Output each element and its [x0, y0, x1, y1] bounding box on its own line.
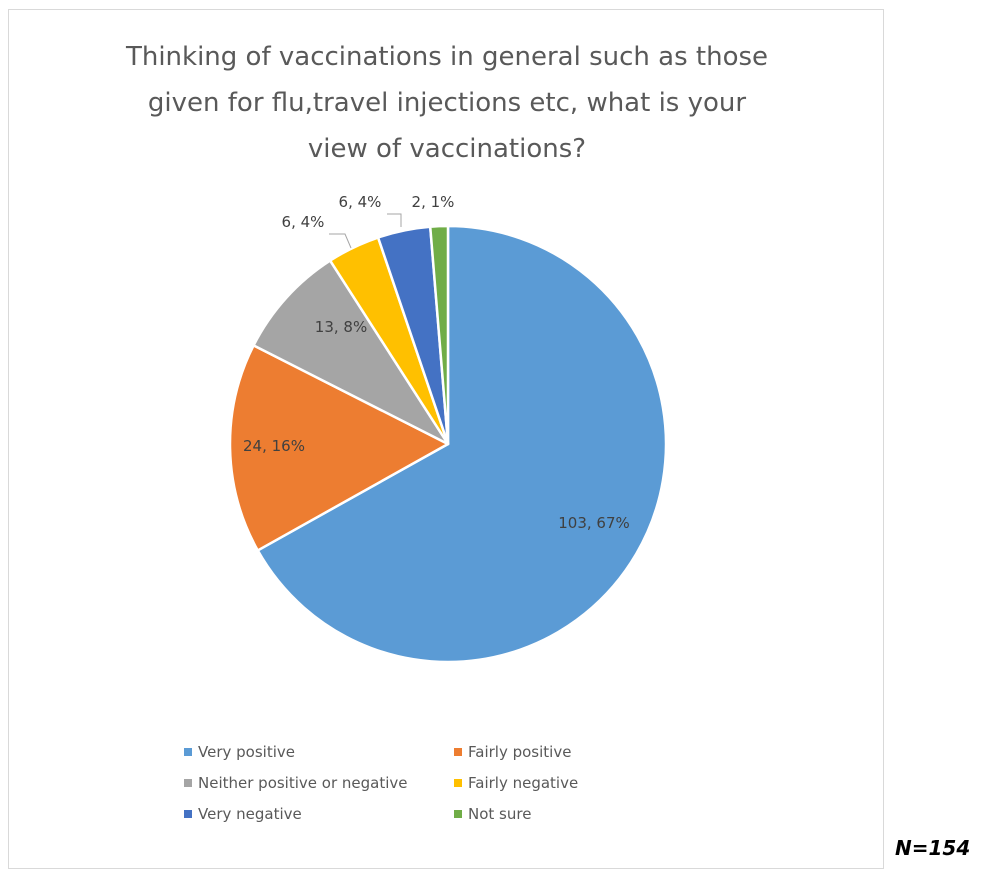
pie-chart: 103, 67% 24, 16% 13, 8% 6, 4% 6, 4% 2, 1% [228, 193, 668, 664]
legend-swatch [454, 779, 462, 787]
data-label-fairly-negative: 6, 4% [282, 213, 325, 231]
legend-swatch [184, 748, 192, 756]
legend-item-very-negative: Very negative [184, 805, 454, 823]
legend-label: Fairly positive [468, 743, 572, 761]
legend-label: Fairly negative [468, 774, 579, 792]
data-label-leader-line [329, 233, 352, 249]
legend-swatch [184, 779, 192, 787]
data-label-fairly-positive: 24, 16% [243, 437, 305, 455]
chart-area: Thinking of vaccinations in general such… [8, 9, 884, 869]
chart-title: Thinking of vaccinations in general such… [9, 34, 885, 172]
chart-legend: Very positive Fairly positive Neither po… [184, 743, 644, 823]
legend-item-neither: Neither positive or negative [184, 774, 454, 792]
data-label-neither-positive-or-negative: 13, 8% [315, 318, 367, 336]
data-label-leader-line [387, 213, 402, 227]
pie-slice-neither-positive-or-negative [252, 259, 450, 446]
legend-item-not-sure: Not sure [454, 805, 644, 823]
legend-item-fairly-negative: Fairly negative [454, 774, 644, 792]
legend-label: Very positive [198, 743, 295, 761]
legend-swatch [454, 810, 462, 818]
chart-title-line-2: given for flu,travel injections etc, wha… [147, 88, 747, 118]
data-label-very-positive: 103, 67% [558, 514, 630, 532]
data-label-very-negative: 6, 4% [339, 193, 382, 211]
legend-item-fairly-positive: Fairly positive [454, 743, 644, 761]
chart-title-line-1: Thinking of vaccinations in general such… [125, 42, 769, 72]
pie-slice-very-positive [256, 224, 668, 664]
legend-label: Very negative [198, 805, 302, 823]
chart-title-line-3: view of vaccinations? [307, 134, 587, 164]
pie-slice-not-sure [428, 224, 450, 446]
legend-item-very-positive: Very positive [184, 743, 454, 761]
pie-slice-fairly-positive [228, 344, 450, 552]
legend-swatch [184, 810, 192, 818]
legend-swatch [454, 748, 462, 756]
legend-label: Not sure [468, 805, 532, 823]
data-label-not-sure: 2, 1% [412, 193, 455, 211]
sample-size-note: N=154 [895, 836, 971, 860]
legend-label: Neither positive or negative [198, 774, 408, 792]
